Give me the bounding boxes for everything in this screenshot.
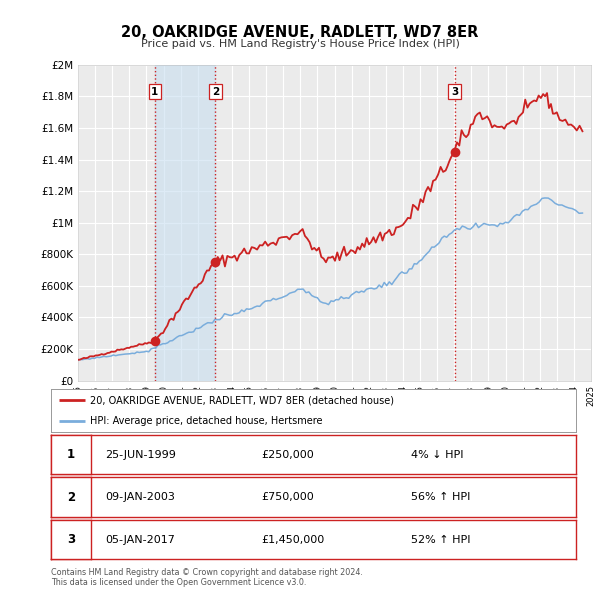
Text: 1: 1 <box>151 87 158 97</box>
Text: 3: 3 <box>451 87 458 97</box>
Text: 1: 1 <box>67 448 75 461</box>
Text: 25-JUN-1999: 25-JUN-1999 <box>106 450 176 460</box>
Text: 05-JAN-2017: 05-JAN-2017 <box>106 535 175 545</box>
Text: 4% ↓ HPI: 4% ↓ HPI <box>411 450 463 460</box>
Text: 20, OAKRIDGE AVENUE, RADLETT, WD7 8ER (detached house): 20, OAKRIDGE AVENUE, RADLETT, WD7 8ER (d… <box>91 395 394 405</box>
Text: HPI: Average price, detached house, Hertsmere: HPI: Average price, detached house, Hert… <box>91 416 323 426</box>
Text: Contains HM Land Registry data © Crown copyright and database right 2024.
This d: Contains HM Land Registry data © Crown c… <box>51 568 363 587</box>
Text: £750,000: £750,000 <box>261 492 314 502</box>
Text: 52% ↑ HPI: 52% ↑ HPI <box>411 535 470 545</box>
Bar <box>155 65 215 381</box>
Text: 2: 2 <box>67 490 75 504</box>
Text: £1,450,000: £1,450,000 <box>261 535 324 545</box>
Text: Price paid vs. HM Land Registry's House Price Index (HPI): Price paid vs. HM Land Registry's House … <box>140 39 460 49</box>
Text: 56% ↑ HPI: 56% ↑ HPI <box>411 492 470 502</box>
Text: 2: 2 <box>212 87 219 97</box>
Text: 20, OAKRIDGE AVENUE, RADLETT, WD7 8ER: 20, OAKRIDGE AVENUE, RADLETT, WD7 8ER <box>121 25 479 40</box>
Text: 3: 3 <box>67 533 75 546</box>
Text: 09-JAN-2003: 09-JAN-2003 <box>106 492 175 502</box>
Text: £250,000: £250,000 <box>261 450 314 460</box>
